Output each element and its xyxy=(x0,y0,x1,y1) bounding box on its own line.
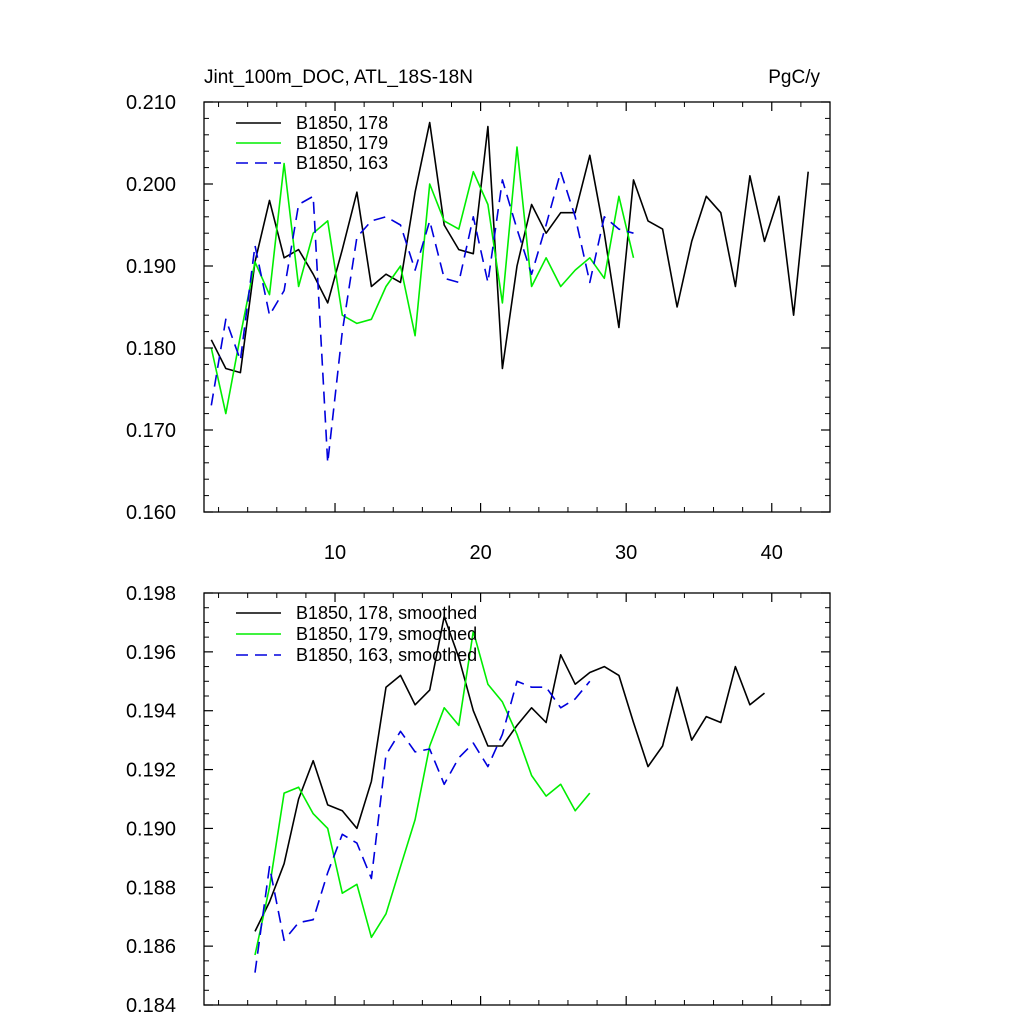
top-plot-frame xyxy=(203,101,831,513)
chart-title-units: PgC/y xyxy=(768,67,820,88)
series-line-163-smoothed xyxy=(254,680,591,973)
y-tick-label: 0.170 xyxy=(126,420,176,442)
y-tick-label: 0.186 xyxy=(126,936,176,958)
y-tick-label: 0.160 xyxy=(126,502,176,524)
x-tick-label: 10 xyxy=(324,542,346,564)
top-series-group xyxy=(210,121,809,464)
series-line-179-smoothed xyxy=(254,630,591,956)
bottom-legend: B1850, 178, smoothed B1850, 179, smoothe… xyxy=(236,603,477,665)
series-line-179 xyxy=(210,146,635,415)
x-tick-label: 30 xyxy=(615,542,637,564)
top-panel: Jint_100m_DOC, ATL_18S-18N PgC/y 0.1600.… xyxy=(126,67,831,564)
legend-label-179: B1850, 179 xyxy=(296,133,388,153)
bottom-axis-ticks: 0.184 0.186 0.188 0.190 0.192 0.194 0.196 0.198 xyxy=(126,583,830,1017)
bottom-panel: 0.184 0.186 0.188 0.190 0.192 0.194 0.196 0.198… xyxy=(126,583,831,1017)
legend-label-163-smoothed: B1850, 163, smoothed xyxy=(296,645,477,665)
y-tick-label: 0.190 xyxy=(126,818,176,840)
series-line-163 xyxy=(210,170,634,464)
y-tick-label: 0.200 xyxy=(126,174,176,196)
y-tick-label: 0.192 xyxy=(126,760,176,782)
series-line-178-smoothed xyxy=(254,615,766,932)
legend-label-179-smoothed: B1850, 179, smoothed xyxy=(296,624,477,644)
series-line-178 xyxy=(210,121,809,374)
y-tick-label: 0.188 xyxy=(126,877,176,899)
legend-label-178: B1850, 178 xyxy=(296,113,388,133)
bottom-series-group xyxy=(254,615,766,973)
y-tick-label: 0.190 xyxy=(126,256,176,278)
x-tick-label: 20 xyxy=(469,542,491,564)
x-tick-label: 40 xyxy=(761,542,783,564)
y-tick-label: 0.210 xyxy=(126,92,176,114)
chart-title-left: Jint_100m_DOC, ATL_18S-18N xyxy=(204,67,473,88)
top-legend: B1850, 178 B1850, 179 B1850, 163 xyxy=(236,113,388,173)
y-tick-label: 0.184 xyxy=(126,995,176,1017)
top-axis-ticks: 0.160 0.170 0.180 0.190 0.200 0.210 10 20 30 40 xyxy=(126,92,830,564)
legend-label-163: B1850, 163 xyxy=(296,153,388,173)
legend-label-178-smoothed: B1850, 178, smoothed xyxy=(296,603,477,623)
y-tick-label: 0.198 xyxy=(126,583,176,605)
y-tick-label: 0.194 xyxy=(126,701,176,723)
y-tick-label: 0.180 xyxy=(126,338,176,360)
y-tick-label: 0.196 xyxy=(126,642,176,664)
